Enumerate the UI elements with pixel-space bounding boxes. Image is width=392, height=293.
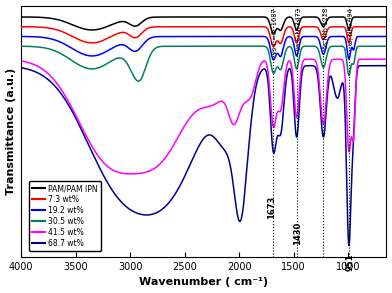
Y-axis label: Transmittance (a.u.): Transmittance (a.u.): [5, 68, 16, 195]
Text: νs C=O, 1687: νs C=O, 1687: [272, 8, 278, 54]
Text: ω, NH₂ 994: ω, NH₂ 994: [348, 8, 354, 45]
Text: 951: 951: [346, 254, 355, 271]
Text: νs C-N, 1473: νs C-N, 1473: [296, 8, 302, 50]
Text: 1430: 1430: [294, 222, 303, 245]
Text: 1673: 1673: [267, 195, 276, 219]
Legend: PAM/PAM IPN, 7.3 wt%, 19.2 wt%, 30.5 wt%, 41.5 wt%, 68.7 wt%: PAM/PAM IPN, 7.3 wt%, 19.2 wt%, 30.5 wt%…: [29, 181, 101, 251]
X-axis label: Wavenumber ( cm⁻¹): Wavenumber ( cm⁻¹): [139, 277, 269, 287]
Text: δs NH₂ 1228: δs NH₂ 1228: [323, 8, 328, 49]
